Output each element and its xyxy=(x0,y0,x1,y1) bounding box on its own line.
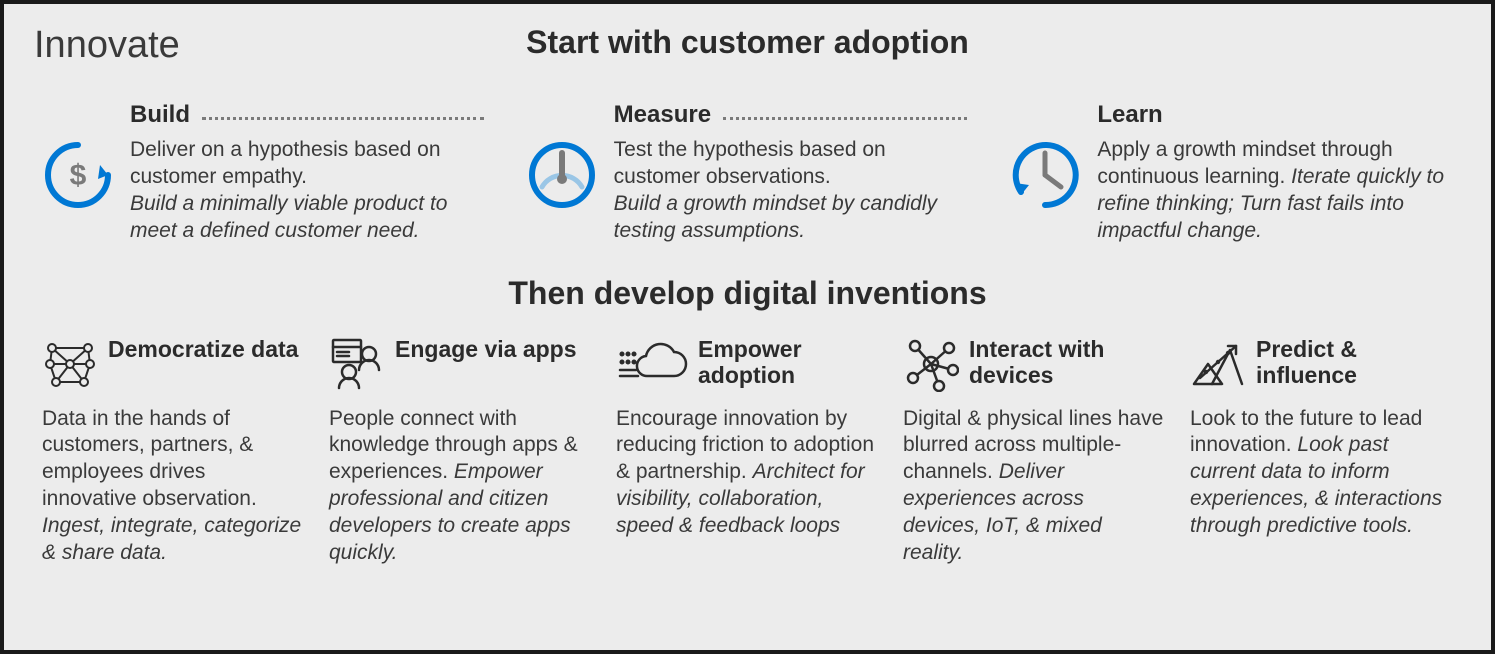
card-interact-title: Interact with devices xyxy=(969,336,1166,389)
card-build-title: Build xyxy=(40,101,190,129)
cloud-motion-icon xyxy=(616,336,688,392)
card-interact: Interact with devices Digital & physical… xyxy=(903,336,1166,567)
card-engage-text: People connect with knowledge through ap… xyxy=(329,406,592,567)
section1-title: Start with customer adoption xyxy=(32,24,1463,61)
hub-nodes-icon xyxy=(903,336,959,392)
card-empower-title: Empower adoption xyxy=(698,336,879,389)
card-interact-text: Digital & physical lines have blurred ac… xyxy=(903,406,1166,567)
trend-chart-icon xyxy=(1190,336,1246,392)
card-engage-title: Engage via apps xyxy=(395,336,577,362)
page-label: Innovate xyxy=(34,24,180,67)
build-measure-learn-row: Build $ Deliver on a hypothesis based on… xyxy=(32,101,1463,245)
network-graph-icon xyxy=(42,336,98,392)
clock-arrow-icon xyxy=(1007,137,1083,245)
card-predict: Predict & influence Look to the future t… xyxy=(1190,336,1453,567)
card-learn: Learn Apply a growth mindset through con… xyxy=(1007,101,1451,245)
card-empower: Empower adoption Encourage innovation by… xyxy=(616,336,879,567)
card-measure-text: Test the hypothesis based on customer ob… xyxy=(614,137,968,245)
dotted-connector xyxy=(723,117,967,120)
section2-title: Then develop digital inventions xyxy=(32,275,1463,312)
card-measure: Measure Test the hypothesis based on cus… xyxy=(524,101,968,245)
card-empower-text: Encourage innovation by reducing frictio… xyxy=(616,406,879,540)
apps-people-icon xyxy=(329,336,385,392)
card-engage: Engage via apps People connect with know… xyxy=(329,336,592,567)
card-democratize-title: Democratize data xyxy=(108,336,298,362)
innovate-frame: Innovate Start with customer adoption Bu… xyxy=(0,0,1495,654)
card-learn-text: Apply a growth mindset through continuou… xyxy=(1097,137,1451,245)
card-measure-title: Measure xyxy=(524,101,711,129)
gauge-icon xyxy=(524,137,600,245)
card-build: Build $ Deliver on a hypothesis based on… xyxy=(40,101,484,245)
card-learn-title: Learn xyxy=(1007,101,1162,129)
card-predict-text: Look to the future to lead innovation. L… xyxy=(1190,406,1453,540)
dotted-connector xyxy=(202,117,484,120)
card-democratize-text: Data in the hands of customers, partners… xyxy=(42,406,305,567)
card-democratize: Democratize data Data in the hands of cu… xyxy=(42,336,305,567)
dollar-circle-arrow-icon: $ xyxy=(40,137,116,245)
inventions-row: Democratize data Data in the hands of cu… xyxy=(32,336,1463,567)
svg-text:$: $ xyxy=(70,159,87,192)
card-predict-title: Predict & influence xyxy=(1256,336,1453,389)
card-build-text: Deliver on a hypothesis based on custome… xyxy=(130,137,484,245)
